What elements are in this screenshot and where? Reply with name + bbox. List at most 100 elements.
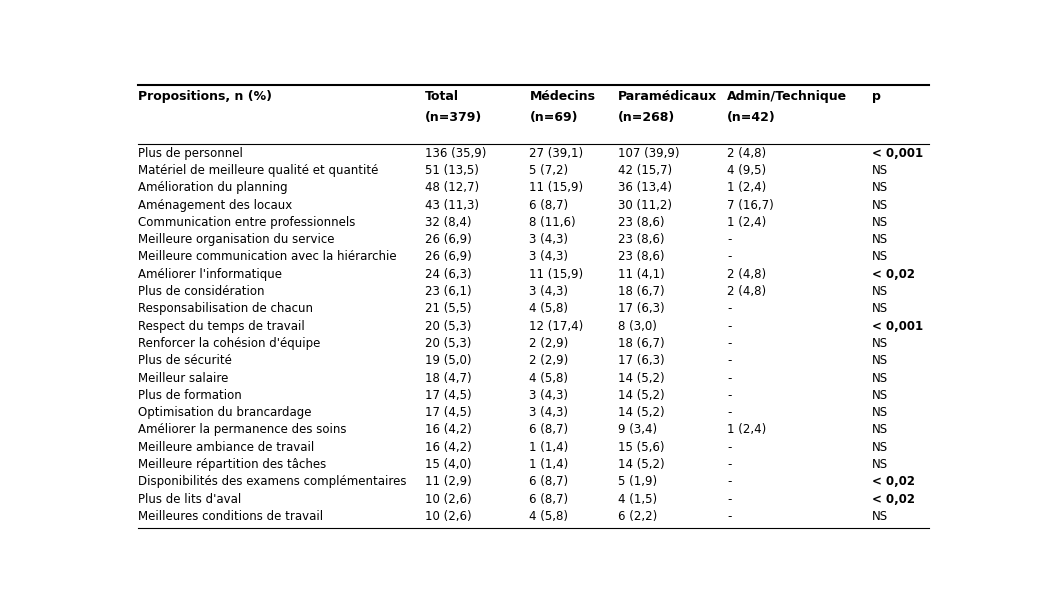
Text: Plus de personnel: Plus de personnel [138, 147, 243, 160]
Text: 4 (5,8): 4 (5,8) [530, 510, 568, 523]
Text: 17 (6,3): 17 (6,3) [618, 303, 665, 316]
Text: -: - [727, 510, 732, 523]
Text: < 0,02: < 0,02 [872, 268, 915, 281]
Text: NS: NS [872, 285, 888, 298]
Text: Plus de considération: Plus de considération [138, 285, 264, 298]
Text: 6 (8,7): 6 (8,7) [530, 492, 568, 505]
Text: 3 (4,3): 3 (4,3) [530, 389, 568, 402]
Text: -: - [727, 406, 732, 419]
Text: 9 (3,4): 9 (3,4) [618, 423, 657, 436]
Text: 4 (9,5): 4 (9,5) [727, 164, 766, 177]
Text: -: - [727, 303, 732, 316]
Text: 32 (8,4): 32 (8,4) [425, 216, 472, 229]
Text: -: - [727, 492, 732, 505]
Text: 18 (6,7): 18 (6,7) [618, 337, 665, 350]
Text: 5 (7,2): 5 (7,2) [530, 164, 568, 177]
Text: 18 (4,7): 18 (4,7) [425, 372, 472, 385]
Text: < 0,001: < 0,001 [872, 320, 923, 333]
Text: 4 (5,8): 4 (5,8) [530, 372, 568, 385]
Text: Paramédicaux: Paramédicaux [618, 90, 717, 103]
Text: -: - [727, 441, 732, 454]
Text: Plus de lits d'aval: Plus de lits d'aval [138, 492, 242, 505]
Text: 43 (11,3): 43 (11,3) [425, 199, 479, 212]
Text: 3 (4,3): 3 (4,3) [530, 233, 568, 246]
Text: 23 (6,1): 23 (6,1) [425, 285, 472, 298]
Text: 10 (2,6): 10 (2,6) [425, 492, 472, 505]
Text: NS: NS [872, 458, 888, 471]
Text: 2 (4,8): 2 (4,8) [727, 285, 766, 298]
Text: 24 (6,3): 24 (6,3) [425, 268, 472, 281]
Text: -: - [727, 354, 732, 367]
Text: 15 (4,0): 15 (4,0) [425, 458, 472, 471]
Text: -: - [727, 320, 732, 333]
Text: Communication entre professionnels: Communication entre professionnels [138, 216, 356, 229]
Text: Meilleure répartition des tâches: Meilleure répartition des tâches [138, 458, 327, 471]
Text: 20 (5,3): 20 (5,3) [425, 337, 471, 350]
Text: 51 (13,5): 51 (13,5) [425, 164, 479, 177]
Text: Renforcer la cohésion d'équipe: Renforcer la cohésion d'équipe [138, 337, 321, 350]
Text: 20 (5,3): 20 (5,3) [425, 320, 471, 333]
Text: 48 (12,7): 48 (12,7) [425, 181, 479, 194]
Text: NS: NS [872, 216, 888, 229]
Text: -: - [727, 458, 732, 471]
Text: Aménagement des locaux: Aménagement des locaux [138, 199, 293, 212]
Text: 14 (5,2): 14 (5,2) [618, 389, 665, 402]
Text: -: - [727, 475, 732, 488]
Text: -: - [727, 372, 732, 385]
Text: NS: NS [872, 423, 888, 436]
Text: Meilleure organisation du service: Meilleure organisation du service [138, 233, 335, 246]
Text: Améliorer l'informatique: Améliorer l'informatique [138, 268, 282, 281]
Text: Respect du temps de travail: Respect du temps de travail [138, 320, 305, 333]
Text: NS: NS [872, 510, 888, 523]
Text: Meilleures conditions de travail: Meilleures conditions de travail [138, 510, 324, 523]
Text: 107 (39,9): 107 (39,9) [618, 147, 680, 160]
Text: 36 (13,4): 36 (13,4) [618, 181, 672, 194]
Text: 19 (5,0): 19 (5,0) [425, 354, 472, 367]
Text: -: - [727, 233, 732, 246]
Text: 6 (8,7): 6 (8,7) [530, 199, 568, 212]
Text: Optimisation du brancardage: Optimisation du brancardage [138, 406, 311, 419]
Text: NS: NS [872, 354, 888, 367]
Text: 17 (4,5): 17 (4,5) [425, 389, 472, 402]
Text: 2 (4,8): 2 (4,8) [727, 268, 766, 281]
Text: 6 (2,2): 6 (2,2) [618, 510, 658, 523]
Text: 3 (4,3): 3 (4,3) [530, 251, 568, 264]
Text: Améliorer la permanence des soins: Améliorer la permanence des soins [138, 423, 347, 436]
Text: 2 (4,8): 2 (4,8) [727, 147, 766, 160]
Text: < 0,02: < 0,02 [872, 492, 915, 505]
Text: Propositions, n (%): Propositions, n (%) [138, 90, 272, 103]
Text: 14 (5,2): 14 (5,2) [618, 458, 665, 471]
Text: 23 (8,6): 23 (8,6) [618, 251, 665, 264]
Text: 42 (15,7): 42 (15,7) [618, 164, 672, 177]
Text: NS: NS [872, 372, 888, 385]
Text: -: - [727, 337, 732, 350]
Text: NS: NS [872, 406, 888, 419]
Text: 1 (2,4): 1 (2,4) [727, 423, 766, 436]
Text: (n=379): (n=379) [425, 111, 482, 124]
Text: 26 (6,9): 26 (6,9) [425, 251, 472, 264]
Text: Admin/Technique: Admin/Technique [727, 90, 847, 103]
Text: p: p [872, 90, 882, 103]
Text: 11 (15,9): 11 (15,9) [530, 268, 584, 281]
Text: Médecins: Médecins [530, 90, 595, 103]
Text: 14 (5,2): 14 (5,2) [618, 406, 665, 419]
Text: 26 (6,9): 26 (6,9) [425, 233, 472, 246]
Text: 16 (4,2): 16 (4,2) [425, 441, 472, 454]
Text: 3 (4,3): 3 (4,3) [530, 285, 568, 298]
Text: 15 (5,6): 15 (5,6) [618, 441, 665, 454]
Text: 4 (1,5): 4 (1,5) [618, 492, 657, 505]
Text: 2 (2,9): 2 (2,9) [530, 337, 568, 350]
Text: 23 (8,6): 23 (8,6) [618, 233, 665, 246]
Text: < 0,001: < 0,001 [872, 147, 923, 160]
Text: 17 (4,5): 17 (4,5) [425, 406, 472, 419]
Text: 5 (1,9): 5 (1,9) [618, 475, 657, 488]
Text: Matériel de meilleure qualité et quantité: Matériel de meilleure qualité et quantit… [138, 164, 379, 177]
Text: 21 (5,5): 21 (5,5) [425, 303, 472, 316]
Text: Total: Total [425, 90, 459, 103]
Text: Amélioration du planning: Amélioration du planning [138, 181, 287, 194]
Text: (n=268): (n=268) [618, 111, 676, 124]
Text: NS: NS [872, 303, 888, 316]
Text: 2 (2,9): 2 (2,9) [530, 354, 568, 367]
Text: 4 (5,8): 4 (5,8) [530, 303, 568, 316]
Text: NS: NS [872, 164, 888, 177]
